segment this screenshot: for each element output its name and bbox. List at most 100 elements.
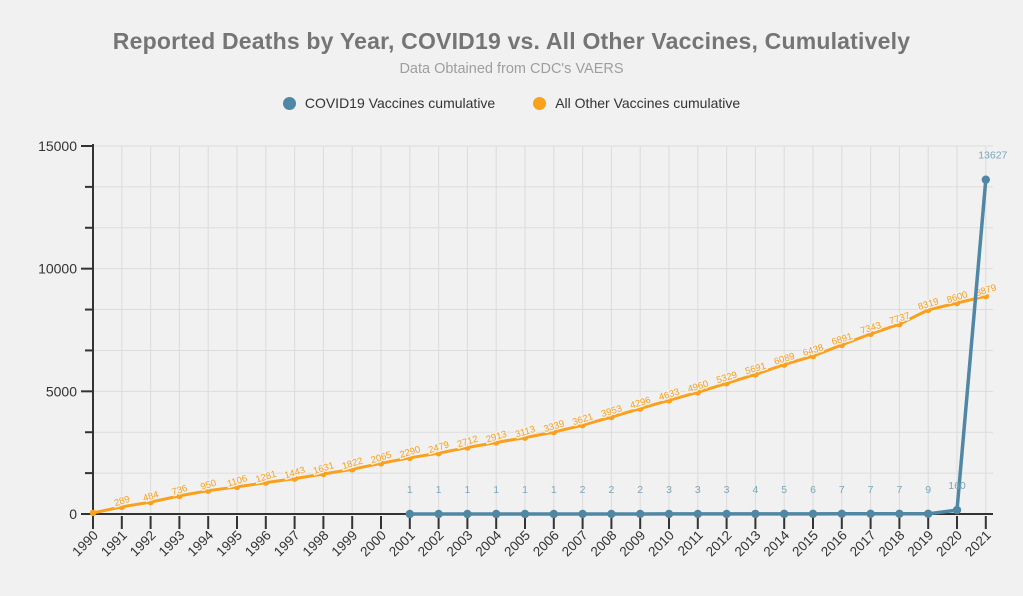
data-point	[520, 509, 530, 519]
data-point	[722, 509, 731, 519]
data-point	[838, 341, 845, 349]
data-point	[406, 454, 413, 462]
y-axis-tick-label: 15000	[38, 138, 77, 154]
data-point	[320, 470, 327, 478]
data-point	[637, 405, 644, 412]
data-point	[464, 444, 471, 451]
x-axis-tick-label: 2014	[760, 527, 792, 559]
legend: COVID19 Vaccines cumulative All Other Va…	[0, 95, 1023, 111]
data-point	[665, 397, 673, 404]
data-point-label: 13627	[978, 150, 1007, 162]
y-axis-tick-label: 10000	[38, 261, 77, 277]
x-axis-tick-label: 2008	[588, 528, 620, 560]
x-axis-tick-label: 1992	[127, 528, 159, 560]
x-axis-tick-label: 2002	[415, 528, 447, 560]
x-axis-tick-label: 1996	[242, 528, 274, 560]
data-point	[952, 505, 962, 515]
x-axis-tick-label: 2003	[444, 528, 476, 560]
x-axis-tick-label: 2018	[876, 528, 908, 560]
y-axis-tick-label: 5000	[46, 383, 77, 399]
data-point	[579, 421, 586, 429]
data-point	[866, 509, 875, 519]
data-point	[664, 509, 674, 519]
data-point	[435, 449, 442, 457]
x-axis-tick-label: 1997	[271, 528, 303, 560]
data-point	[521, 434, 529, 441]
x-axis-tick-label: 1990	[69, 528, 101, 560]
x-axis-tick-label: 2011	[675, 528, 706, 559]
chart-header: Reported Deaths by Year, COVID19 vs. All…	[0, 0, 1023, 111]
legend-item-all-other[interactable]: All Other Vaccines cumulative	[533, 95, 740, 111]
data-point	[608, 413, 615, 421]
data-point-label: 1	[551, 484, 557, 496]
x-axis-tick-label: 1995	[213, 528, 245, 560]
x-axis-tick-label: 2020	[933, 528, 965, 560]
data-point	[349, 466, 356, 473]
data-point-label: 1	[407, 484, 413, 496]
data-point	[176, 492, 183, 500]
data-point	[377, 460, 385, 467]
data-point-label: 1	[464, 484, 470, 496]
data-point	[925, 306, 932, 314]
x-axis-tick-label: 2007	[559, 528, 591, 560]
data-point	[953, 299, 961, 307]
data-point	[405, 509, 414, 519]
data-point	[752, 371, 759, 378]
x-axis-tick-label: 1991	[98, 528, 130, 560]
data-point-label: 4	[752, 484, 758, 496]
data-point	[147, 498, 154, 506]
data-point-label: 3	[724, 484, 730, 496]
legend-label-covid19: COVID19 Vaccines cumulative	[304, 95, 496, 111]
x-axis-tick-label: 2009	[616, 528, 648, 560]
x-axis-tick-label: 2005	[501, 528, 533, 560]
legend-item-covid19[interactable]: COVID19 Vaccines cumulative	[282, 95, 496, 111]
y-axis-tick-label: 0	[69, 506, 77, 522]
data-point-label: 5	[781, 484, 787, 496]
data-point-label: 1	[493, 484, 499, 496]
data-point	[89, 509, 97, 517]
x-axis-tick-label: 2010	[645, 528, 677, 560]
data-point	[492, 509, 501, 519]
x-axis-tick-label: 2016	[818, 528, 850, 560]
all-other-series-swatch-icon	[533, 96, 547, 110]
x-axis-tick-label: 2006	[530, 528, 562, 560]
x-axis-tick-label: 2021	[962, 528, 994, 560]
data-point	[434, 509, 443, 519]
data-point	[262, 479, 269, 486]
data-point-label: 7	[868, 484, 874, 496]
legend-label-all-other: All Other Vaccines cumulative	[555, 95, 741, 111]
data-point	[693, 509, 702, 519]
x-axis-tick-label: 1998	[300, 528, 332, 560]
x-axis-tick-label: 2013	[732, 528, 764, 560]
data-point	[896, 320, 903, 328]
x-axis-tick-label: 1993	[156, 528, 188, 560]
data-point	[780, 509, 789, 519]
x-axis-tick-label: 2001	[386, 528, 418, 560]
data-point-label: 1	[522, 484, 528, 496]
data-point-label: 6	[810, 484, 816, 496]
data-point-label: 3	[695, 484, 701, 496]
x-axis-tick-label: 2012	[703, 528, 735, 560]
data-point-label: 2	[637, 484, 643, 496]
data-point	[895, 509, 904, 519]
data-point	[694, 389, 701, 396]
data-point	[781, 361, 788, 368]
x-axis-tick-label: 1994	[184, 527, 216, 559]
data-point	[981, 175, 990, 184]
data-point	[751, 509, 760, 519]
data-point	[607, 509, 616, 519]
covid19-series-swatch-icon	[282, 96, 296, 110]
data-point	[837, 509, 846, 519]
data-point	[636, 509, 645, 519]
chart-title: Reported Deaths by Year, COVID19 vs. All…	[112, 28, 911, 54]
data-point	[493, 439, 500, 446]
x-axis-tick-label: 2015	[789, 528, 821, 560]
x-axis-tick-label: 2004	[472, 527, 504, 559]
data-point-label: 9	[925, 484, 931, 496]
x-axis-tick-label: 2019	[904, 528, 936, 560]
data-point	[578, 509, 587, 519]
data-point-label: 3	[666, 484, 672, 496]
data-point	[723, 380, 730, 387]
x-axis-tick-label: 2000	[357, 528, 389, 560]
